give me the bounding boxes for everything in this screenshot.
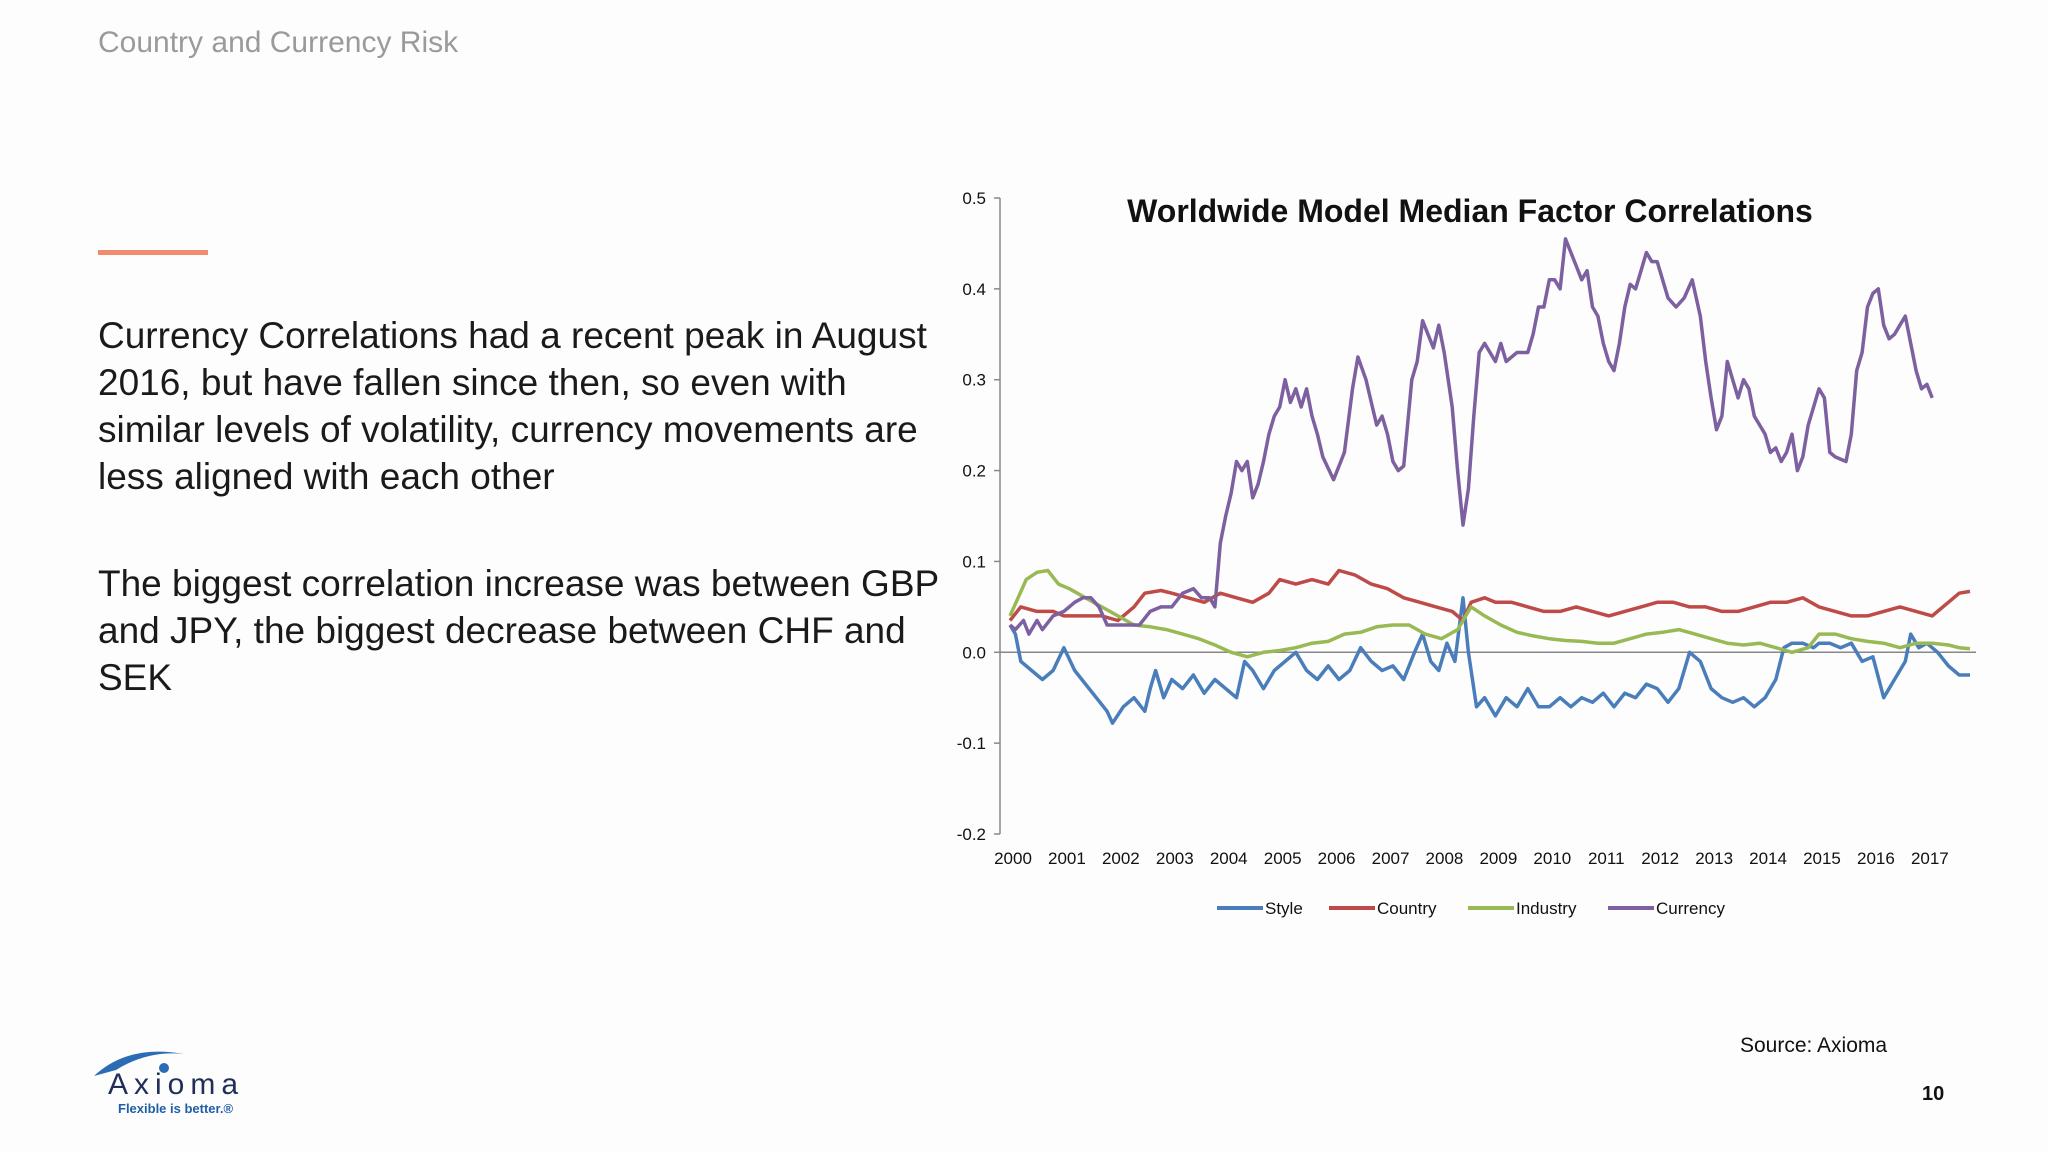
y-tick-label: 0.4	[962, 280, 986, 299]
x-tick-label: 2017	[1911, 849, 1949, 868]
x-tick-label: 2009	[1479, 849, 1517, 868]
correlation-chart: -0.2 -0.1 0.0 0.1 0.2 0.3 0.4 0.5 2000 2001 2002 20…	[957, 189, 1976, 918]
legend-label-currency: Currency	[1656, 899, 1725, 918]
y-tick-label: 0.5	[962, 189, 986, 208]
x-tick-label: 2010	[1533, 849, 1571, 868]
y-tick-label: 0.2	[962, 462, 986, 481]
logo-swoosh-icon	[94, 1051, 184, 1076]
x-tick-label: 2006	[1318, 849, 1356, 868]
x-tick-label: 2003	[1156, 849, 1194, 868]
x-tick-label: 2011	[1588, 849, 1625, 868]
accent-bar	[98, 250, 208, 255]
x-tick-label: 2014	[1749, 849, 1787, 868]
y-tick-label: -0.1	[957, 734, 986, 753]
x-tick-label: 2008	[1426, 849, 1464, 868]
x-tick-label: 2001	[1048, 849, 1086, 868]
x-tick-label: 2013	[1695, 849, 1733, 868]
y-tick-label: 0.1	[962, 552, 986, 571]
page-number: 10	[1922, 1083, 1945, 1105]
x-tick-label: 2012	[1641, 849, 1679, 868]
x-tick-label: 2000	[994, 849, 1032, 868]
axioma-logo: Axioma Flexible is better.®	[88, 1040, 248, 1120]
x-tick-label: 2004	[1210, 849, 1248, 868]
series-line-industry	[1008, 568, 1971, 659]
x-tick-label: 2005	[1264, 849, 1302, 868]
series-line-style	[1008, 596, 1970, 725]
legend-label-country: Country	[1377, 899, 1437, 918]
slide-title: Country and Currency Risk	[98, 26, 459, 59]
logo-wordmark: Axioma	[108, 1068, 245, 1101]
series-line-country	[1008, 568, 1971, 623]
chart-title: Worldwide Model Median Factor Correlatio…	[1127, 193, 1813, 229]
legend-label-style: Style	[1265, 899, 1303, 918]
x-tick-label: 2015	[1803, 849, 1841, 868]
y-tick-label: -0.2	[957, 825, 986, 844]
x-tick-label: 2016	[1857, 849, 1895, 868]
bullet-text-1: Currency Correlations had a recent peak …	[98, 315, 927, 497]
series-line-currency	[1008, 237, 1934, 636]
y-tick-label: 0.3	[962, 371, 986, 390]
source-note: Source: Axioma	[1740, 1034, 1888, 1057]
y-tick-label: 0.0	[962, 643, 986, 662]
logo-tagline: Flexible is better.®	[118, 1101, 234, 1116]
bullet-text-2: The biggest correlation increase was bet…	[98, 563, 939, 698]
x-tick-label: 2007	[1372, 849, 1410, 868]
legend-label-industry: Industry	[1516, 899, 1577, 918]
x-tick-label: 2002	[1102, 849, 1140, 868]
